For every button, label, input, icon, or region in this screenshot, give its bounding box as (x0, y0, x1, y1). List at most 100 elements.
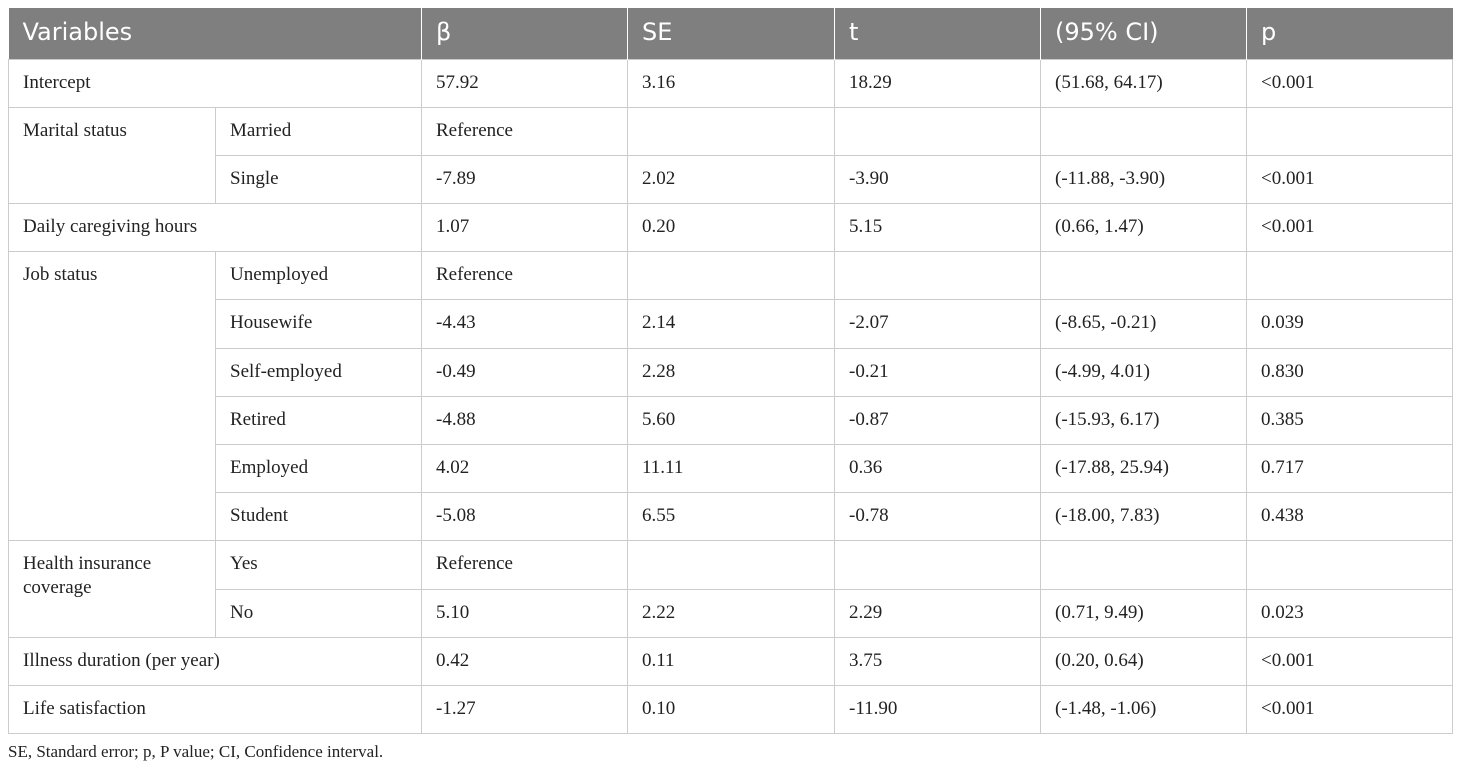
table-row: Employed 4.02 11.11 0.36 (-17.88, 25.94)… (9, 443, 1453, 494)
variable-cell: Daily caregiving hours (8, 203, 422, 253)
beta-cell: -5.08 (421, 492, 628, 542)
t-cell: -11.90 (834, 684, 1041, 735)
table-row: Health insurance coverage Yes Reference (8, 540, 1453, 638)
subcategory-cell: Employed (215, 443, 422, 494)
beta-cell: -1.27 (421, 684, 628, 735)
subcategory-cell: Married (215, 106, 422, 156)
table-footnote: SE, Standard error; p, P value; CI, Conf… (8, 742, 384, 761)
table-row: Self-employed -0.49 2.28 -0.21 (-4.99, 4… (9, 347, 1453, 397)
table-row: No 5.10 2.22 2.29 (0.71, 9.49) 0.023 (9, 588, 1453, 638)
table-row: Daily caregiving hours 1.07 0.20 5.15 (0… (8, 203, 1453, 253)
ci-cell (1040, 540, 1247, 590)
beta-cell: Reference (421, 106, 628, 156)
p-cell: <0.001 (1246, 154, 1453, 205)
ci-cell: (-17.88, 25.94) (1040, 443, 1247, 494)
se-cell: 5.60 (627, 395, 835, 446)
t-cell (834, 251, 1041, 301)
table-row: Retired -4.88 5.60 -0.87 (-15.93, 6.17) … (9, 395, 1453, 446)
variable-cell: Illness duration (per year) (8, 636, 422, 686)
ci-cell: (-8.65, -0.21) (1040, 299, 1247, 349)
header-beta: β (421, 8, 628, 59)
subcategory-cell: Housewife (215, 299, 422, 349)
p-cell (1246, 106, 1453, 156)
variable-cell: Life satisfaction (8, 684, 422, 735)
t-cell: -0.78 (834, 492, 1041, 542)
table-row: Housewife -4.43 2.14 -2.07 (-8.65, -0.21… (9, 299, 1453, 349)
beta-cell: -4.43 (421, 299, 628, 349)
beta-cell: 1.07 (421, 203, 628, 253)
table-row: Life satisfaction -1.27 0.10 -11.90 (-1.… (8, 684, 1453, 735)
beta-cell: -4.88 (421, 395, 628, 446)
subcategory-cell: Self-employed (215, 347, 422, 397)
beta-cell: -0.49 (421, 347, 628, 397)
variable-cell: Job status (8, 251, 216, 542)
header-row: Variables β SE t (95% CI) p (8, 8, 1453, 59)
header-se: SE (627, 8, 835, 59)
se-cell: 2.22 (627, 588, 835, 638)
beta-cell: 4.02 (421, 443, 628, 494)
se-cell: 3.16 (627, 58, 835, 108)
variable-cell: Marital status (8, 106, 216, 205)
ci-cell: (-11.88, -3.90) (1040, 154, 1247, 205)
p-cell: 0.438 (1246, 492, 1453, 542)
subcategory-cell: No (215, 588, 422, 638)
p-cell: 0.830 (1246, 347, 1453, 397)
table-row: Job status Unemployed Reference (8, 251, 1453, 542)
ci-cell: (0.66, 1.47) (1040, 203, 1247, 253)
se-cell: 2.28 (627, 347, 835, 397)
beta-cell: 5.10 (421, 588, 628, 638)
subcategory-cell: Single (215, 154, 422, 205)
table-row: Intercept 57.92 3.16 18.29 (51.68, 64.17… (8, 58, 1453, 108)
t-cell: -3.90 (834, 154, 1041, 205)
se-cell (627, 106, 835, 156)
t-cell: 5.15 (834, 203, 1041, 253)
p-cell: 0.385 (1246, 395, 1453, 446)
p-cell: <0.001 (1246, 684, 1453, 735)
se-cell: 11.11 (627, 443, 835, 494)
se-cell: 0.10 (627, 684, 835, 735)
regression-table-container: Variables β SE t (95% CI) p Intercept 57… (8, 8, 1453, 735)
subcategory-cell: Retired (215, 395, 422, 446)
beta-cell: -7.89 (421, 154, 628, 205)
se-cell: 2.14 (627, 299, 835, 349)
t-cell: -0.21 (834, 347, 1041, 397)
p-cell: 0.039 (1246, 299, 1453, 349)
ci-cell (1040, 251, 1247, 301)
t-cell: 3.75 (834, 636, 1041, 686)
p-cell (1246, 540, 1453, 590)
ci-cell: (0.71, 9.49) (1040, 588, 1247, 638)
subcategory-cell: Student (215, 492, 422, 542)
table-row: Illness duration (per year) 0.42 0.11 3.… (8, 636, 1453, 686)
ci-cell: (-1.48, -1.06) (1040, 684, 1247, 735)
p-cell (1246, 251, 1453, 301)
se-cell: 6.55 (627, 492, 835, 542)
table-row: Student -5.08 6.55 -0.78 (-18.00, 7.83) … (9, 492, 1453, 542)
variable-cell: Health insurance coverage (8, 540, 216, 638)
table-row: Marital status Married Reference (8, 106, 1453, 205)
header-ci: (95% CI) (1040, 8, 1247, 59)
ci-cell: (-4.99, 4.01) (1040, 347, 1247, 397)
se-cell (627, 251, 835, 301)
beta-cell: 0.42 (421, 636, 628, 686)
se-cell: 0.20 (627, 203, 835, 253)
header-p: p (1246, 8, 1453, 59)
variable-cell: Intercept (8, 58, 422, 108)
se-cell: 0.11 (627, 636, 835, 686)
p-cell: 0.023 (1246, 588, 1453, 638)
p-cell: <0.001 (1246, 636, 1453, 686)
t-cell: 18.29 (834, 58, 1041, 108)
beta-cell: 57.92 (421, 58, 628, 108)
ci-cell: (-18.00, 7.83) (1040, 492, 1247, 542)
beta-cell: Reference (421, 540, 628, 590)
se-cell: 2.02 (627, 154, 835, 205)
se-cell (627, 540, 835, 590)
ci-cell: (51.68, 64.17) (1040, 58, 1247, 108)
regression-table: Variables β SE t (95% CI) p Intercept 57… (8, 8, 1453, 735)
ci-cell (1040, 106, 1247, 156)
subcategory-cell: Yes (215, 540, 422, 590)
table-row: Single -7.89 2.02 -3.90 (-11.88, -3.90) … (9, 154, 1453, 205)
header-t: t (834, 8, 1041, 59)
t-cell (834, 106, 1041, 156)
ci-cell: (-15.93, 6.17) (1040, 395, 1247, 446)
subcategory-cell: Unemployed (215, 251, 422, 301)
